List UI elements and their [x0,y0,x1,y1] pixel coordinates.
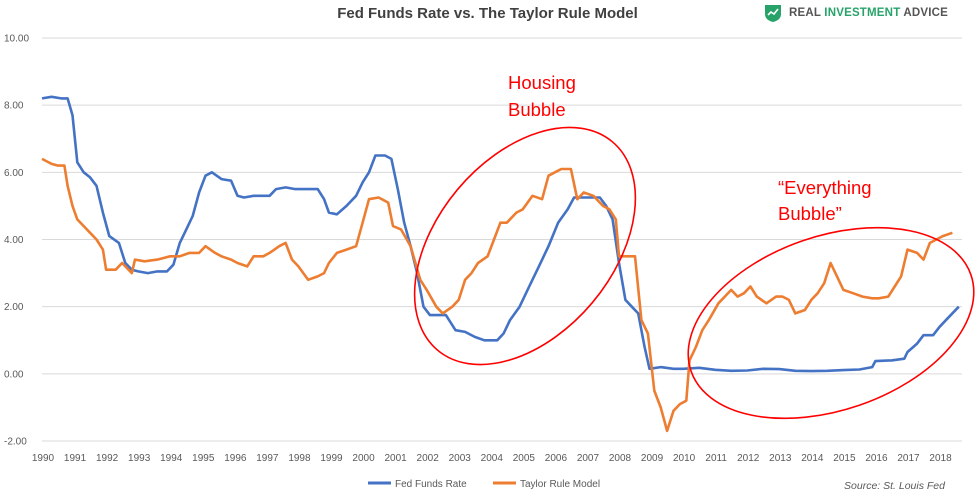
x-tick-label: 2013 [769,453,792,464]
y-tick-label: -2.00 [4,437,27,448]
x-tick-label: 1996 [224,453,247,464]
annotations: Housing Bubble “Everything Bubble” [413,72,975,420]
y-tick-label: 4.00 [4,235,24,246]
x-tick-label: 1991 [64,453,87,464]
x-tick-label: 2005 [513,453,536,464]
source-note: Source: St. Louis Fed [844,480,945,492]
y-tick-label: 2.00 [4,302,24,313]
x-tick-label: 2015 [833,453,856,464]
y-axis-ticks: -2.00 0.00 2.00 4.00 6.00 8.00 10.00 [4,34,29,448]
y-tick-label: 6.00 [4,168,24,179]
x-tick-label: 2007 [577,453,600,464]
x-tick-label: 2004 [481,453,504,464]
x-tick-label: 1999 [320,453,343,464]
housing-bubble-ellipse [413,126,637,366]
x-tick-label: 1998 [288,453,311,464]
series-line-taylor-rule [41,157,953,433]
brand-logo: REAL INVESTMENT ADVICE [763,3,948,23]
x-tick-label: 2014 [801,453,824,464]
legend-label-taylor: Taylor Rule Model [520,479,600,490]
x-tick-label: 2009 [641,453,664,464]
x-tick-label: 2017 [897,453,920,464]
x-tick-label: 1990 [32,453,55,464]
series-line-fed-funds-rate [41,95,960,373]
shield-icon [765,5,781,22]
y-tick-label: 8.00 [4,101,24,112]
everything-bubble-ellipse [687,226,975,420]
x-tick-label: 1995 [192,453,215,464]
x-tick-label: 2006 [545,453,568,464]
legend: Fed Funds Rate Taylor Rule Model [368,479,600,490]
x-tick-label: 2012 [737,453,760,464]
housing-annotation-line1: Housing [508,72,576,93]
x-tick-label: 2010 [673,453,696,464]
x-tick-label: 2001 [384,453,407,464]
housing-annotation-line2: Bubble [508,99,566,120]
x-tick-label: 2018 [929,453,952,464]
x-tick-label: 2002 [417,453,440,464]
x-tick-label: 1993 [128,453,151,464]
x-tick-label: 2016 [865,453,888,464]
y-tick-label: 0.00 [4,369,24,380]
x-tick-label: 1997 [256,453,279,464]
x-tick-label: 2008 [609,453,632,464]
x-tick-label: 2003 [449,453,472,464]
x-axis-ticks: 1990 1991 1992 1993 1994 1995 1996 1997 1998 1999… [32,453,952,464]
x-tick-label: 1992 [96,453,119,464]
chart-title: Fed Funds Rate vs. The Taylor Rule Model [337,5,638,22]
series-lines [41,95,960,433]
everything-annotation-line1: “Everything [778,177,872,198]
y-tick-label: 10.00 [4,34,29,45]
everything-annotation-line2: Bubble” [778,203,842,224]
x-tick-label: 2011 [705,453,727,464]
x-tick-label: 1994 [160,453,183,464]
logo-text: REAL INVESTMENT ADVICE [789,7,949,19]
legend-label-fed-funds: Fed Funds Rate [395,479,467,490]
x-tick-label: 2000 [352,453,375,464]
